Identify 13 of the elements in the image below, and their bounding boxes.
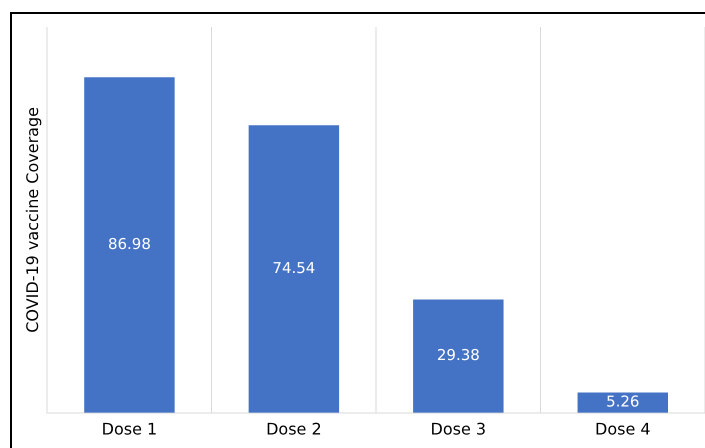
x-tick-label: Dose 1: [102, 420, 158, 439]
bar: [578, 392, 668, 413]
x-tick-label: Dose 4: [594, 420, 651, 439]
bar: [84, 77, 175, 413]
data-label: 86.98: [108, 234, 151, 253]
data-label: 29.38: [436, 346, 480, 364]
y-axis-title: COVID-19 vaccine Coverage: [22, 107, 42, 333]
bar: [248, 125, 340, 413]
bar: [413, 299, 504, 413]
data-label: 5.26: [606, 392, 640, 411]
x-tick-label: Dose 2: [266, 420, 322, 439]
data-label: 74.54: [272, 258, 316, 277]
x-tick-label: Dose 3: [430, 420, 486, 439]
